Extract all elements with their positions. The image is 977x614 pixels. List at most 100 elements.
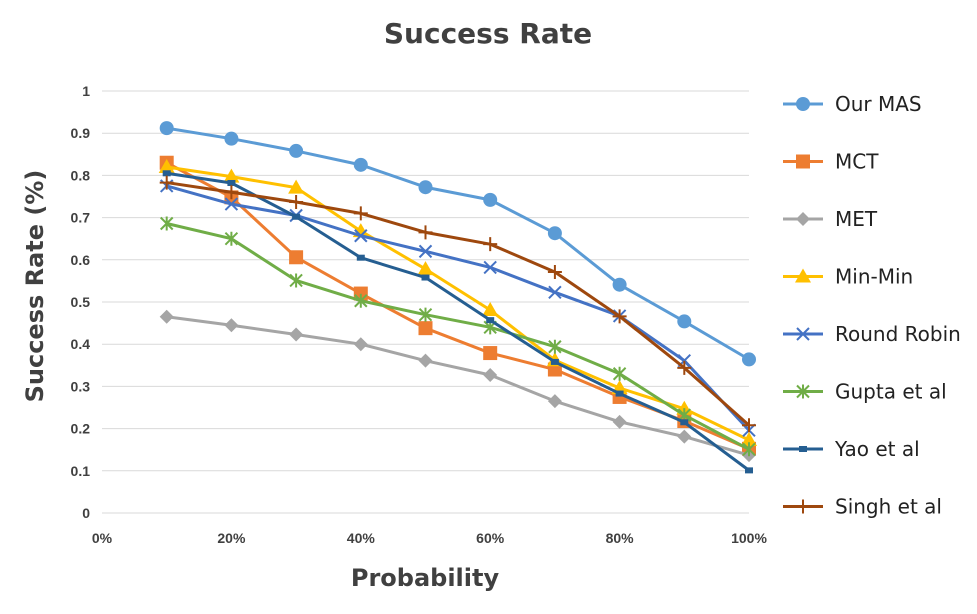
series-line-round-robin — [166, 184, 751, 432]
data-point-gupta-et-al — [548, 339, 562, 354]
legend-marker — [796, 384, 810, 399]
series-yao-et-al — [162, 170, 753, 474]
legend-item-singh-et-al: Singh et al — [783, 495, 942, 519]
data-point-singh-et-al — [418, 225, 433, 240]
y-tick-label: 0.9 — [71, 125, 91, 141]
legend-marker — [796, 327, 810, 341]
data-point-round-robin — [224, 197, 239, 211]
data-point-singh-et-al — [547, 265, 562, 280]
data-point-min-min — [482, 302, 499, 317]
series-layer — [158, 121, 757, 474]
data-point-singh-et-al — [742, 418, 756, 433]
data-point-gupta-et-al — [224, 231, 239, 246]
series-line-gupta-et-al — [166, 222, 750, 451]
y-tick-label: 0.1 — [71, 463, 91, 479]
x-tick-label: 40% — [347, 530, 376, 546]
data-point-singh-et-al — [159, 175, 174, 190]
legend-marker — [796, 212, 810, 226]
data-point-met — [224, 318, 239, 333]
data-point-singh-et-al — [483, 237, 498, 252]
data-point-singh-et-al — [224, 185, 239, 200]
legend-label: Our MAS — [835, 92, 922, 116]
data-point-yao-et-al — [615, 390, 624, 397]
data-point-gupta-et-al — [418, 307, 433, 322]
data-point-yao-et-al — [421, 274, 430, 281]
data-point-our-mas — [612, 277, 627, 292]
data-point-yao-et-al — [550, 358, 559, 365]
data-point-singh-et-al — [677, 360, 692, 375]
x-tick-label: 0% — [92, 530, 113, 546]
legend-marker — [796, 499, 810, 514]
data-point-singh-et-al — [289, 194, 304, 209]
legend-label: Min-Min — [835, 265, 913, 289]
data-point-mct — [483, 346, 498, 361]
data-point-min-min — [741, 431, 757, 446]
data-point-yao-et-al — [680, 419, 689, 426]
data-point-our-mas — [353, 157, 368, 172]
data-point-met — [677, 429, 692, 444]
chart-title: Success Rate — [384, 17, 592, 50]
data-point-our-mas — [418, 180, 433, 195]
data-point-round-robin — [483, 260, 497, 275]
legend-label: MET — [835, 207, 878, 231]
data-point-min-min — [417, 261, 434, 276]
data-point-gupta-et-al — [159, 216, 174, 231]
legend-item-met: MET — [783, 207, 878, 231]
legend-label: MCT — [835, 150, 879, 174]
data-point-mct — [289, 250, 304, 265]
x-tick-label: 20% — [217, 530, 246, 546]
series-line-singh-et-al — [166, 181, 750, 427]
data-point-yao-et-al — [227, 179, 236, 186]
data-point-min-min — [223, 168, 240, 183]
series-singh-et-al — [159, 175, 756, 433]
y-tick-label: 0.5 — [71, 294, 91, 310]
y-tick-label: 1 — [82, 83, 90, 99]
legend-item-gupta-et-al: Gupta et al — [783, 380, 947, 404]
legend-item-mct: MCT — [783, 150, 879, 174]
data-point-our-mas — [289, 143, 304, 158]
data-point-gupta-et-al — [354, 293, 368, 308]
x-axis-label: Probability — [351, 564, 500, 592]
data-point-our-mas — [547, 226, 562, 241]
y-tick-label: 0.7 — [71, 210, 91, 226]
y-tick-label: 0.2 — [71, 421, 91, 437]
legend-label: Singh et al — [835, 495, 942, 519]
y-axis-label: Success Rate (%) — [21, 170, 49, 403]
series-line-our-mas — [166, 126, 750, 361]
legend-marker — [795, 268, 811, 283]
x-tick-label: 60% — [476, 530, 505, 546]
series-line-met — [166, 315, 750, 457]
x-tick-label: 100% — [731, 530, 767, 546]
legend-item-round-robin: Round Robin — [783, 322, 961, 346]
data-point-our-mas — [677, 314, 692, 329]
legend-label: Gupta et al — [835, 380, 947, 404]
data-point-singh-et-al — [612, 309, 627, 324]
legend-marker — [796, 97, 810, 111]
y-axis-ticks: 0 0.1 0.2 0.3 0.4 0.5 0.6 0.7 0.8 0.9 1 — [71, 83, 91, 521]
data-point-yao-et-al — [292, 213, 301, 220]
legend-marker — [796, 154, 810, 169]
y-tick-label: 0 — [82, 505, 90, 521]
series-line-yao-et-al — [166, 171, 750, 472]
data-point-min-min — [288, 179, 305, 194]
y-tick-label: 0.6 — [71, 252, 91, 268]
data-point-our-mas — [159, 121, 174, 136]
data-point-yao-et-al — [162, 170, 171, 177]
data-point-met — [612, 414, 627, 429]
data-point-round-robin — [354, 229, 368, 243]
data-point-yao-et-al — [356, 254, 365, 261]
legend-item-yao-et-al: Yao et al — [783, 437, 920, 461]
data-point-met — [159, 309, 174, 324]
grid-lines — [102, 90, 749, 514]
series-line-min-min — [166, 165, 750, 442]
data-point-round-robin — [418, 244, 433, 259]
data-point-gupta-et-al — [742, 442, 756, 457]
series-round-robin — [159, 179, 756, 437]
series-mct — [159, 155, 756, 456]
data-point-our-mas — [742, 352, 756, 367]
data-point-gupta-et-al — [612, 366, 627, 381]
data-point-our-mas — [224, 131, 239, 146]
legend-label: Round Robin — [835, 322, 961, 346]
series-line-mct — [165, 161, 750, 451]
